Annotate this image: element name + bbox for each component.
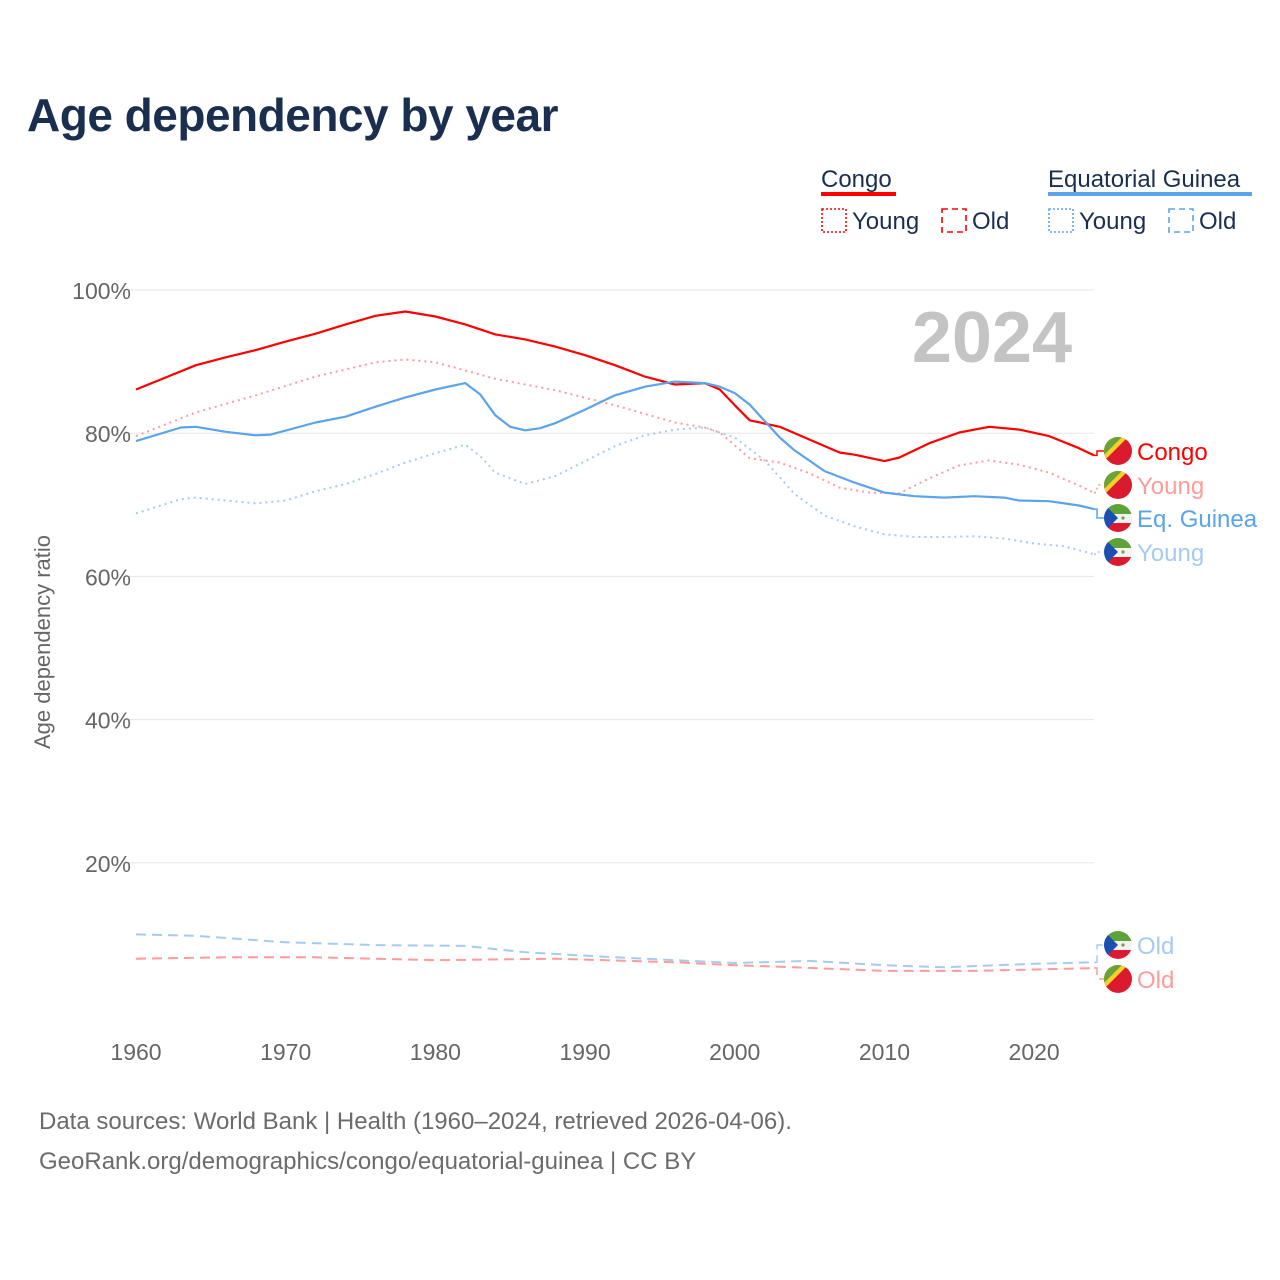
legend-item-old: Old	[1199, 208, 1236, 235]
legend-swatch-young	[1048, 208, 1074, 233]
flag-white	[1104, 941, 1132, 950]
x-tick-label: 1960	[110, 1039, 161, 1065]
flag-emblem	[1121, 943, 1125, 947]
footer-sources: Data sources: World Bank | Health (1960–…	[39, 1108, 792, 1135]
series-line-congo	[135, 310, 1095, 463]
legend-group-equatorial-guinea: Equatorial Guinea	[1048, 166, 1241, 193]
y-tick-label: 80%	[85, 421, 131, 447]
legend-item-old: Old	[972, 208, 1009, 235]
flag-green	[1104, 437, 1122, 455]
flag-red	[1104, 557, 1132, 566]
x-tick-label: 2010	[859, 1039, 910, 1065]
label-connector	[1094, 450, 1104, 457]
series-line-congo-young	[135, 358, 1095, 495]
label-connector	[1094, 944, 1104, 964]
legend: Congo Young Old Equatorial Guinea Young Old	[821, 166, 1252, 235]
congo-flag-icon	[1104, 437, 1132, 465]
flag-white	[1104, 548, 1132, 557]
legend-swatch-old	[941, 208, 967, 233]
flag-triangle	[1104, 931, 1118, 959]
flag-green	[1104, 965, 1122, 983]
series-group	[135, 310, 1095, 972]
x-tick-label: 2020	[1009, 1039, 1060, 1065]
equatorial-guinea-flag-icon	[1104, 504, 1132, 532]
legend-swatch-old	[1168, 208, 1194, 233]
x-tick-label: 1980	[410, 1039, 461, 1065]
flag-green	[1104, 931, 1132, 941]
flag-triangle	[1104, 538, 1118, 566]
legend-item-young: Young	[852, 208, 919, 235]
flag-green	[1104, 471, 1122, 489]
flag-white	[1104, 514, 1132, 523]
y-tick-label: 60%	[85, 564, 131, 590]
flag-emblem	[1121, 550, 1125, 554]
y-tick-label: 100%	[72, 278, 131, 304]
flag-triangle	[1104, 504, 1118, 532]
flag-emblem	[1121, 516, 1125, 520]
end-label: Young	[1137, 473, 1204, 500]
end-labels: Congo Young Eq. Guinea Young Old Old	[1094, 437, 1258, 994]
x-tick-label: 2000	[709, 1039, 760, 1065]
label-connector	[1094, 508, 1104, 519]
legend-underline	[1048, 192, 1252, 196]
flag-green	[1104, 538, 1132, 548]
legend-underline	[821, 192, 896, 196]
y-tick-label: 40%	[85, 708, 131, 734]
equatorial-guinea-flag-icon	[1104, 538, 1132, 566]
y-tick-label: 20%	[85, 851, 131, 877]
footer-attribution: GeoRank.org/demographics/congo/equatoria…	[39, 1148, 697, 1175]
flag-green	[1104, 504, 1132, 514]
end-label: Congo	[1137, 439, 1208, 466]
end-label: Eq. Guinea	[1137, 506, 1258, 533]
year-watermark: 2024	[912, 298, 1072, 378]
x-tick-label: 1970	[260, 1039, 311, 1065]
congo-flag-icon	[1104, 471, 1132, 499]
grid: 20% 40% 60% 80% 100% 1960 1970 1980 1990 2000 2010…	[72, 278, 1094, 1065]
series-line-equatorial-guinea	[135, 380, 1095, 511]
flag-red	[1104, 523, 1132, 532]
series-line-equatorial-guinea-young	[135, 426, 1095, 556]
label-connector	[1094, 551, 1104, 555]
congo-flag-icon	[1104, 965, 1132, 993]
chart-title: Age dependency by year	[27, 89, 558, 141]
x-tick-label: 1990	[559, 1039, 610, 1065]
equatorial-guinea-flag-icon	[1104, 931, 1132, 959]
series-line-congo-old	[135, 956, 1095, 972]
series-line-equatorial-guinea-old	[135, 933, 1095, 969]
legend-swatch-young	[821, 208, 847, 233]
end-label: Young	[1137, 540, 1204, 567]
label-connector	[1094, 484, 1104, 494]
end-label: Old	[1137, 933, 1174, 960]
flag-red	[1104, 950, 1132, 959]
label-connector	[1094, 967, 1104, 980]
legend-item-young: Young	[1079, 208, 1146, 235]
legend-group-congo: Congo	[821, 166, 892, 193]
end-label: Old	[1137, 967, 1174, 994]
y-axis-label: Age dependency ratio	[30, 535, 55, 749]
